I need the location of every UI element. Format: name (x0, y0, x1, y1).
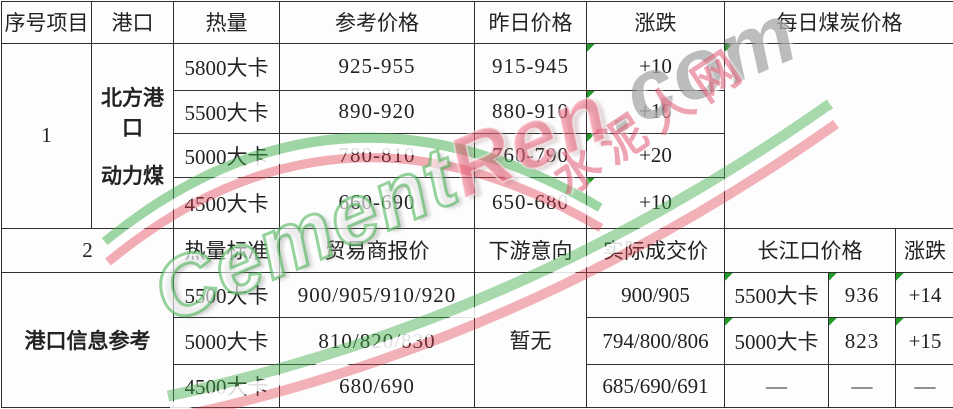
cell-ref-5000: 780-810 (279, 133, 475, 179)
cell-yesterday-5000: 760-790 (474, 133, 587, 179)
cell-yesterday-5500: 880-910 (474, 89, 587, 135)
cell-port-heat-5500: 5500大卡 (173, 271, 280, 319)
cell-deal-5500: 900/905 (586, 271, 725, 319)
cell-change-5800: +10 (586, 42, 725, 91)
cell-yangtze-heat-5000: 5000大卡 (724, 317, 829, 366)
header-cell-actual-deal-price: 实际成交价 (586, 227, 725, 273)
cell-yesterday-4500: 650-680 (474, 177, 587, 229)
cell-section1-index: 1 (1, 42, 92, 229)
cell-yangtze-heat-4500: — (724, 364, 829, 408)
header-cell-index: 序号项目 (1, 1, 92, 44)
cell-trader-4500: 680/690 (279, 364, 475, 408)
header-cell-heat: 热量 (173, 1, 280, 44)
cell-heat-4500: 4500大卡 (173, 177, 280, 229)
cell-change-4500: +10 (586, 177, 725, 229)
cell-ref-5500: 890-920 (279, 89, 475, 135)
thermal-coal-label: 动力煤 (101, 163, 164, 188)
header-cell-ref-price: 参考价格 (279, 1, 475, 44)
header-cell-yangtze-change: 涨跌 (894, 227, 953, 273)
header-cell-trader-quote: 贸易商报价 (279, 227, 475, 273)
header-cell-yesterday-price: 昨日价格 (474, 1, 587, 44)
cell-yesterday-5800: 915-945 (474, 42, 587, 91)
cell-trader-5000: 810/820/830 (279, 317, 475, 366)
cell-deal-4500: 685/690/691 (586, 364, 725, 408)
cell-change-5000: +20 (586, 133, 725, 179)
cell-deal-5000: 794/800/806 (586, 317, 725, 366)
cell-port-info-title: 港口信息参考 (1, 271, 174, 409)
cell-yangtze-change-5500: +14 (894, 271, 953, 319)
north-port-label: 北方港口 (101, 85, 164, 140)
cell-yangtze-heat-5500: 5500大卡 (724, 271, 829, 319)
table-row: 1 北方港口 动力煤 5800大卡 925-955 915-945 +10 (1, 42, 953, 229)
header-cell-yangtze-price: 长江口价格 (724, 227, 896, 273)
header-cell-heat-standard: 热量标准 (173, 227, 280, 273)
cell-ref-5800: 925-955 (279, 42, 475, 91)
cell-ref-4500: 660-690 (279, 177, 475, 229)
table-row: 港口信息参考 5500大卡 900/905/910/920 暂无 900/905… (1, 271, 953, 409)
cell-yangtze-change-4500: — (894, 364, 953, 408)
cell-yangtze-price-5500: 936 (828, 271, 896, 319)
cell-port-heat-4500: 4500大卡 (173, 364, 280, 408)
header-cell-change: 涨跌 (586, 1, 725, 44)
cell-change-5500: +10 (586, 89, 725, 135)
cell-port-heat-5000: 5000大卡 (173, 317, 280, 366)
header-cell-downstream-intent: 下游意向 (474, 227, 587, 273)
cell-downstream-none: 暂无 (474, 271, 587, 409)
cell-yangtze-change-5000: +15 (894, 317, 953, 366)
cell-heat-5500: 5500大卡 (173, 89, 280, 135)
daily-coal-empty-cell (723, 42, 953, 229)
cell-trader-5500: 900/905/910/920 (279, 271, 475, 319)
cell-yangtze-price-4500: — (828, 364, 896, 408)
cell-north-port: 北方港口 动力煤 (91, 42, 174, 229)
header-row: 序号项目 港口 热量 参考价格 昨日价格 涨跌 每日煤炭价格 (1, 1, 953, 44)
cell-yangtze-price-5000: 823 (828, 317, 896, 366)
header-cell-daily-coal: 每日煤炭价格 (723, 1, 953, 44)
header-cell-port: 港口 (91, 1, 174, 44)
cell-section2-index: 2 (1, 227, 174, 273)
cell-heat-5800: 5800大卡 (173, 42, 280, 91)
cell-heat-5000: 5000大卡 (173, 133, 280, 179)
mid-header-row: 2 热量标准 贸易商报价 下游意向 实际成交价 长江口价格 涨跌 (1, 227, 953, 273)
